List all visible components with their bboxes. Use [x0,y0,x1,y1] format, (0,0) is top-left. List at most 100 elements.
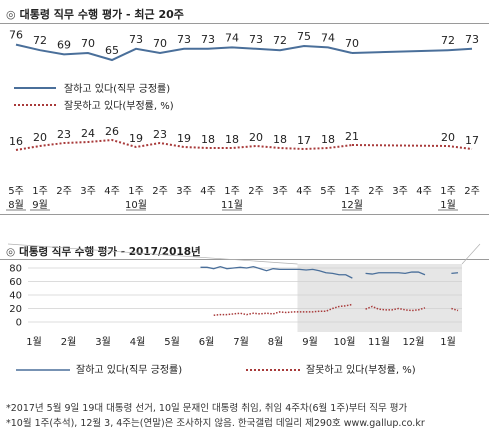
negative-data-label: 18 [321,133,335,146]
series-positive-line [351,49,449,54]
series-positive-line [15,43,353,62]
x-month-label: 2월 [61,336,77,348]
y-tick-label: 40 [9,291,22,302]
x-tick-month-label: 8월 [8,199,24,211]
zoom-connector-line [461,243,481,265]
overview-negative-line [365,305,426,312]
x-month-label: 3월 [95,336,111,348]
x-month-label: 12월 [403,336,425,348]
negative-data-label: 19 [129,132,143,145]
positive-data-label: 73 [249,33,263,46]
circle-bullet-icon: ◎ [6,246,16,258]
x-tick-week-label: 3주 [80,186,96,197]
positive-data-label: 76 [9,29,23,42]
negative-data-label: 20 [441,131,455,144]
positive-data-label: 74 [321,31,335,44]
x-month-label: 9월 [302,336,318,348]
series-positive-line [447,47,473,52]
recent-period-highlight [297,264,462,332]
positive-data-label: 75 [297,30,311,43]
series-negative-line [15,138,353,151]
negative-data-label: 21 [345,130,359,143]
chart2-plot: 0 20 40 60 80 1월 2월 3월 4월 5월 6월 7월 8월 9월 10월 11월 12월 1월잘하… [7,243,481,376]
x-tick-week-label: 4주 [104,186,120,197]
legend-negative-label: 잘못하고 있다(부정률, %) [306,363,416,376]
positive-data-label: 72 [33,34,47,47]
x-month-label: 6월 [199,336,215,348]
x-tick-month-label: 9월 [32,199,48,211]
negative-data-label: 18 [201,133,215,146]
positive-data-label: 69 [57,38,71,51]
positive-data-label: 70 [345,37,359,50]
zoom-connector-line [7,243,298,265]
series-negative-line [447,145,473,150]
overview-positive-line [451,272,459,275]
x-month-label: 1월 [440,336,456,348]
x-tick-week-label: 4주 [296,186,312,197]
overview-positive-line [365,271,426,276]
x-tick-week-label: 1주 [344,186,360,197]
overview-negative-line [451,307,459,312]
chart-divider-rule [0,214,489,215]
x-tick-month-label: 11월 [221,199,243,211]
y-tick-label: 0 [16,318,22,329]
negative-data-label: 20 [33,131,47,144]
x-tick-week-label: 1주 [128,186,144,197]
legend-negative-label: 잘못하고 있다(부정률, %) [64,99,174,112]
negative-data-label: 16 [9,135,23,148]
positive-data-label: 73 [129,33,143,46]
x-tick-week-label: 1주 [440,186,456,197]
positive-data-label: 73 [465,33,479,46]
x-tick-week-label: 5주 [8,186,24,197]
x-month-label: 10월 [334,336,356,348]
chart1-title-text: 대통령 직무 수행 평가 - 최근 20주 [19,8,184,21]
x-month-label: 4월 [130,336,146,348]
positive-data-label: 72 [273,34,287,47]
series-negative-line [351,144,449,147]
positive-data-label: 73 [201,33,215,46]
positive-data-label: 74 [225,31,239,44]
x-tick-week-label: 5주 [320,186,336,197]
x-tick-week-label: 2주 [56,186,72,197]
x-month-label: 5월 [164,336,180,348]
x-month-label: 1월 [26,336,42,348]
x-tick-week-label: 2주 [152,186,168,197]
negative-data-label: 20 [249,131,263,144]
negative-data-label: 24 [81,127,95,140]
negative-data-label: 17 [297,134,311,147]
negative-data-label: 18 [225,133,239,146]
chart2-title-text: 대통령 직무 수행 평가 - 2017/2018년 [19,246,201,258]
x-tick-month-label: 1월 [440,199,456,211]
chart1-top-rule [0,23,489,24]
legend-positive-label: 잘하고 있다(직무 긍정률) [64,82,170,95]
positive-data-label: 73 [177,33,191,46]
x-tick-week-label: 2주 [464,186,480,197]
x-tick-week-label: 4주 [416,186,432,197]
x-tick-week-label: 3주 [392,186,408,197]
negative-data-label: 19 [177,132,191,145]
x-month-label: 8월 [268,336,284,348]
legend-positive-label: 잘하고 있다(직무 긍정률) [76,363,182,376]
circle-bullet-icon: ◎ [6,8,16,21]
overview-positive-line [200,265,353,279]
x-tick-month-label: 12월 [341,199,363,211]
overview-negative-line [213,303,353,316]
x-month-label: 7월 [233,336,249,348]
chart1-plot: 76 72 69 70 65 73 70 73 73 74 73 72 75 74 70 72 73 16 20 23… [6,29,480,211]
chart1-title: ◎ 대통령 직무 수행 평가 - 최근 20주 [6,6,184,22]
negative-data-label: 26 [105,125,119,138]
positive-data-label: 70 [81,37,95,50]
negative-data-label: 17 [465,134,479,147]
negative-data-label: 18 [273,133,287,146]
y-tick-label: 60 [9,277,22,288]
x-tick-month-label: 10월 [125,199,147,211]
x-tick-week-label: 4주 [200,186,216,197]
positive-data-label: 70 [153,37,167,50]
x-tick-week-label: 2주 [248,186,264,197]
chart2-top-rule [0,259,489,260]
chart2-title: ◎ 대통령 직무 수행 평가 - 2017/2018년 [6,244,201,259]
negative-data-label: 23 [57,128,71,141]
x-tick-week-label: 3주 [176,186,192,197]
x-tick-week-label: 1주 [32,186,48,197]
positive-data-label: 65 [105,44,119,57]
